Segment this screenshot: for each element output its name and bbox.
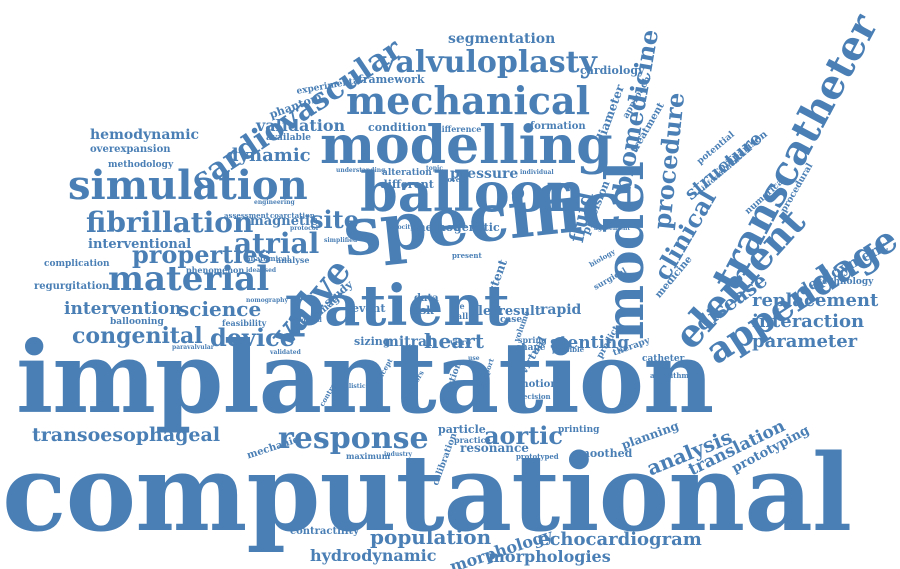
word-replacement: replacement <box>752 292 878 310</box>
word-printing: printing <box>558 426 599 435</box>
word-rapid: rapid <box>540 303 581 317</box>
word-interventional: interventional <box>88 238 191 251</box>
word-validation: validation <box>256 118 345 134</box>
word-topic: topic <box>426 166 443 172</box>
word-contractility: contractility <box>290 527 359 537</box>
word-data: data <box>414 294 439 304</box>
word-realistic: realistic <box>338 384 366 390</box>
word-event: event <box>352 303 385 314</box>
word-shape: shape <box>516 344 545 353</box>
word-transoesophageal: transoesophageal <box>32 426 220 445</box>
word-regurgitation: regurgitation <box>34 282 109 292</box>
word-agreement: agreement <box>594 226 630 232</box>
word-robotised: robotised <box>290 318 322 324</box>
word-interaction: interaction <box>752 313 864 331</box>
word-nomography: nomography <box>246 298 288 304</box>
word-feasibility: feasibility <box>222 319 266 327</box>
word-algorithm: algorithm <box>650 372 689 379</box>
word-decision: decision <box>518 393 551 400</box>
word-alteration: alteration <box>382 169 432 178</box>
word-catheter: catheter <box>642 355 684 364</box>
word-available: available <box>266 134 311 143</box>
word-segmentation: segmentation <box>448 32 555 46</box>
word-different: different <box>380 179 434 190</box>
word-smoothed: smoothed <box>572 448 632 459</box>
word-overexpansion: overexpansion <box>90 145 171 155</box>
word-velocity: velocity <box>388 225 414 231</box>
word-use: use <box>468 356 480 362</box>
word-coarctation: coarctation <box>270 212 315 219</box>
word-dynamic: dynamic <box>226 147 311 165</box>
word-individual: individual <box>520 170 554 176</box>
word-prototyped: prototyped <box>516 453 559 460</box>
word-industry: industry <box>384 452 412 458</box>
word-condition: condition <box>368 122 427 133</box>
word-more: more <box>440 176 460 183</box>
word-population: population <box>370 527 491 547</box>
word-possible: possible <box>552 346 584 353</box>
word-vitro: vitro <box>450 338 471 346</box>
word-hydrodynamic: hydrodynamic <box>310 548 436 564</box>
word-mitral: mitral <box>384 335 432 349</box>
word-parameter: parameter <box>752 333 857 351</box>
word-response: response <box>278 424 429 454</box>
word-paravalvular: paravalvular <box>172 345 214 351</box>
word-intervention: intervention <box>64 301 182 318</box>
word-assessment: assessment <box>224 212 269 219</box>
word-protocol: protocol <box>290 226 318 232</box>
word-formation: formation <box>530 122 586 132</box>
word-genetic: genetic <box>454 222 500 233</box>
word-mechanical: mechanical <box>346 82 590 120</box>
word-sizing: sizing <box>354 336 391 347</box>
word-hemodynamic: hemodynamic <box>90 128 199 142</box>
word-difference: difference <box>436 125 481 133</box>
word-particle: particle <box>438 424 486 435</box>
word-device: device <box>210 326 295 350</box>
word-idealised: idealised <box>246 268 276 274</box>
word-present: present <box>452 252 482 259</box>
word-risk: risk <box>410 305 434 316</box>
word-validated: validated <box>270 350 301 356</box>
word-analyse: analyse <box>276 256 309 264</box>
word-ballooning: ballooning <box>110 318 164 327</box>
word-technology: technology <box>818 278 873 287</box>
word-methodology: methodology <box>108 161 173 170</box>
word-understanding: understanding <box>336 168 385 174</box>
word-life: life <box>450 302 465 310</box>
word-framework: framework <box>358 74 425 85</box>
word-simplified: simplified <box>324 238 357 244</box>
word-cardiology: cardiology <box>580 65 644 76</box>
word-motion: motion <box>518 380 558 390</box>
word-wall: wall <box>450 312 468 320</box>
word-pressure: pressure <box>450 167 518 181</box>
word-practice: practice <box>454 436 491 444</box>
word-phenomenon: phenomenon <box>186 266 244 274</box>
word-complication: complication <box>44 260 110 269</box>
word-engineering: engineering <box>254 200 295 206</box>
